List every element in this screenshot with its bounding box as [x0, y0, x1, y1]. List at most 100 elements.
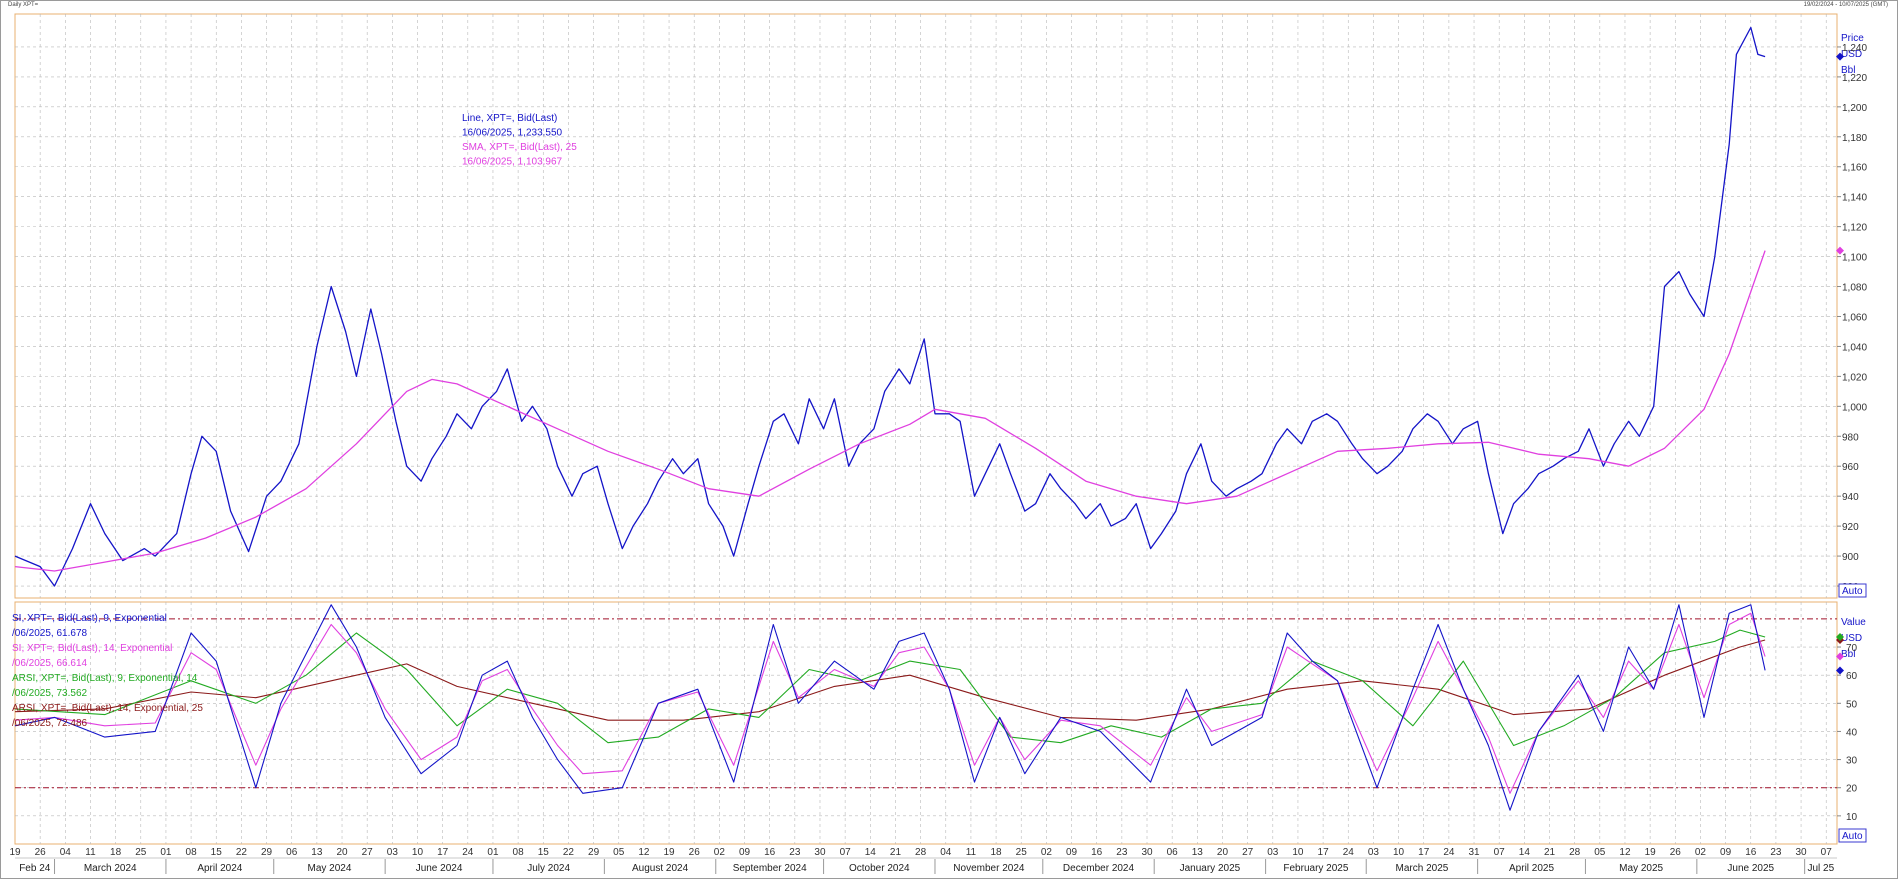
rsi-legend-entry: /06/2025, 73.562	[12, 688, 88, 699]
price-tick-label: 960	[1842, 462, 1859, 473]
rsi-y-axis: Value USD Bbl 10 20 30 40 50 60 70 Auto	[1836, 617, 1867, 843]
x-day-label: 13	[1192, 847, 1204, 858]
x-month-label: April 2024	[197, 863, 242, 874]
rsi-gridlines	[15, 602, 1837, 844]
price-axis-title: Bbl	[1841, 65, 1855, 76]
x-day-label: 01	[160, 847, 172, 858]
x-day-label: 06	[286, 847, 298, 858]
x-day-label: 15	[538, 847, 550, 858]
x-day-label: 18	[110, 847, 122, 858]
x-month-label: April 2025	[1509, 863, 1554, 874]
price-tick-label: 1,040	[1842, 342, 1867, 353]
rsi-legend-entry: SI, XPT=, Bid(Last), 9, Exponential	[12, 613, 167, 624]
x-day-label: 28	[1569, 847, 1581, 858]
x-day-label: 19	[9, 847, 21, 858]
rsi-legend-entry: ARSI, XPT=, Bid(Last), 14, Exponential, …	[12, 703, 203, 714]
chart-title: Daily XPT=	[8, 2, 39, 8]
arsi-9-last-marker	[1836, 632, 1844, 641]
rsi-tick-label: 40	[1846, 727, 1858, 738]
x-day-label: 01	[487, 847, 499, 858]
x-month-label: March 2025	[1396, 863, 1449, 874]
rsi-9-last-marker	[1836, 666, 1844, 675]
x-day-label: 28	[915, 847, 927, 858]
x-day-label: 23	[789, 847, 801, 858]
x-day-label: 17	[1418, 847, 1430, 858]
x-day-label: 11	[966, 847, 977, 858]
x-day-label: 07	[1821, 847, 1833, 858]
x-day-label: 07	[840, 847, 852, 858]
x-day-label: 11	[85, 847, 96, 858]
rsi-axis-title: Value	[1841, 617, 1866, 628]
x-day-label: 26	[1670, 847, 1682, 858]
x-month-label: November 2024	[953, 863, 1025, 874]
x-day-label: 04	[940, 847, 952, 858]
x-day-label: 05	[613, 847, 625, 858]
price-tick-label: 1,140	[1842, 193, 1867, 204]
x-day-label: 14	[1519, 847, 1531, 858]
x-day-label: 20	[336, 847, 348, 858]
price-tick-label: 980	[1842, 432, 1859, 443]
rsi-auto-button[interactable]: Auto	[1838, 828, 1867, 843]
x-month-label: August 2024	[632, 863, 689, 874]
x-day-label: 26	[35, 847, 47, 858]
x-month-label: June 2024	[416, 863, 463, 874]
x-day-label: 31	[1468, 847, 1480, 858]
x-day-label: 24	[1343, 847, 1355, 858]
rsi-series-lines	[14, 604, 1766, 811]
x-day-label: 19	[663, 847, 675, 858]
price-axis-title: USD	[1841, 49, 1862, 60]
x-month-label: March 2024	[84, 863, 137, 874]
arsi-9-series	[14, 629, 1766, 747]
x-day-label: 29	[261, 847, 273, 858]
rsi-auto-box[interactable]	[1838, 828, 1867, 843]
x-day-label: 10	[1292, 847, 1304, 858]
x-day-label: 21	[890, 847, 902, 858]
rsi-legend-entry: SI, XPT=, Bid(Last), 14, Exponential	[12, 643, 172, 654]
date-x-axis: 19 26 04 11 18 25 01 08 15 22 29 06 13 20 27 03 10 17 24 01…	[9, 847, 1837, 874]
price-series-lines	[14, 26, 1766, 587]
x-day-label: 08	[186, 847, 198, 858]
price-legend-entry: SMA, XPT=, Bid(Last), 25	[462, 142, 577, 153]
x-day-label: 25	[1016, 847, 1028, 858]
x-month-label: June 2025	[1727, 863, 1774, 874]
x-day-label: 03	[1368, 847, 1380, 858]
x-day-label: 26	[689, 847, 701, 858]
x-day-label: 30	[1796, 847, 1808, 858]
price-tick-label: 1,120	[1842, 223, 1867, 234]
price-legend: Line, XPT=, Bid(Last) 16/06/2025, 1,233.5…	[462, 113, 577, 168]
x-day-label: 06	[1167, 847, 1179, 858]
price-auto-label[interactable]: Auto	[1842, 586, 1863, 597]
x-day-label: 16	[1091, 847, 1103, 858]
sma-last-marker	[1836, 246, 1844, 255]
price-auto-box[interactable]	[1838, 583, 1867, 598]
x-month-label: February 2025	[1283, 863, 1348, 874]
x-day-label: 03	[387, 847, 399, 858]
rsi-14-last-marker	[1836, 652, 1844, 661]
x-day-label: 02	[1695, 847, 1707, 858]
price-tick-label: 1,180	[1842, 133, 1867, 144]
x-day-label: 16	[764, 847, 776, 858]
x-day-label: 08	[513, 847, 525, 858]
x-day-label: 16	[1745, 847, 1757, 858]
price-gridlines	[15, 14, 1837, 598]
rsi-tick-label: 10	[1846, 812, 1858, 823]
rsi-panel[interactable]	[14, 601, 1838, 845]
price-auto-button[interactable]: Auto	[1838, 583, 1867, 598]
price-tick-label: 1,020	[1842, 372, 1867, 383]
x-month-label: May 2025	[1619, 863, 1663, 874]
x-day-label: 29	[588, 847, 600, 858]
price-panel[interactable]	[14, 13, 1838, 599]
x-day-label: 20	[1217, 847, 1229, 858]
rsi-auto-label[interactable]: Auto	[1842, 831, 1863, 842]
rsi-plot-area	[14, 601, 1838, 845]
x-day-label: 09	[1720, 847, 1732, 858]
x-day-label: 23	[1770, 847, 1782, 858]
x-day-label: 27	[362, 847, 374, 858]
x-day-label: 21	[1544, 847, 1556, 858]
price-tick-label: 920	[1842, 522, 1859, 533]
price-legend-entry: Line, XPT=, Bid(Last)	[462, 113, 557, 124]
x-month-label: October 2024	[849, 863, 910, 874]
rsi-legend-entry: /06/2025, 72.486	[12, 718, 88, 729]
x-day-label: 19	[1645, 847, 1657, 858]
arsi-14-series	[14, 639, 1766, 721]
